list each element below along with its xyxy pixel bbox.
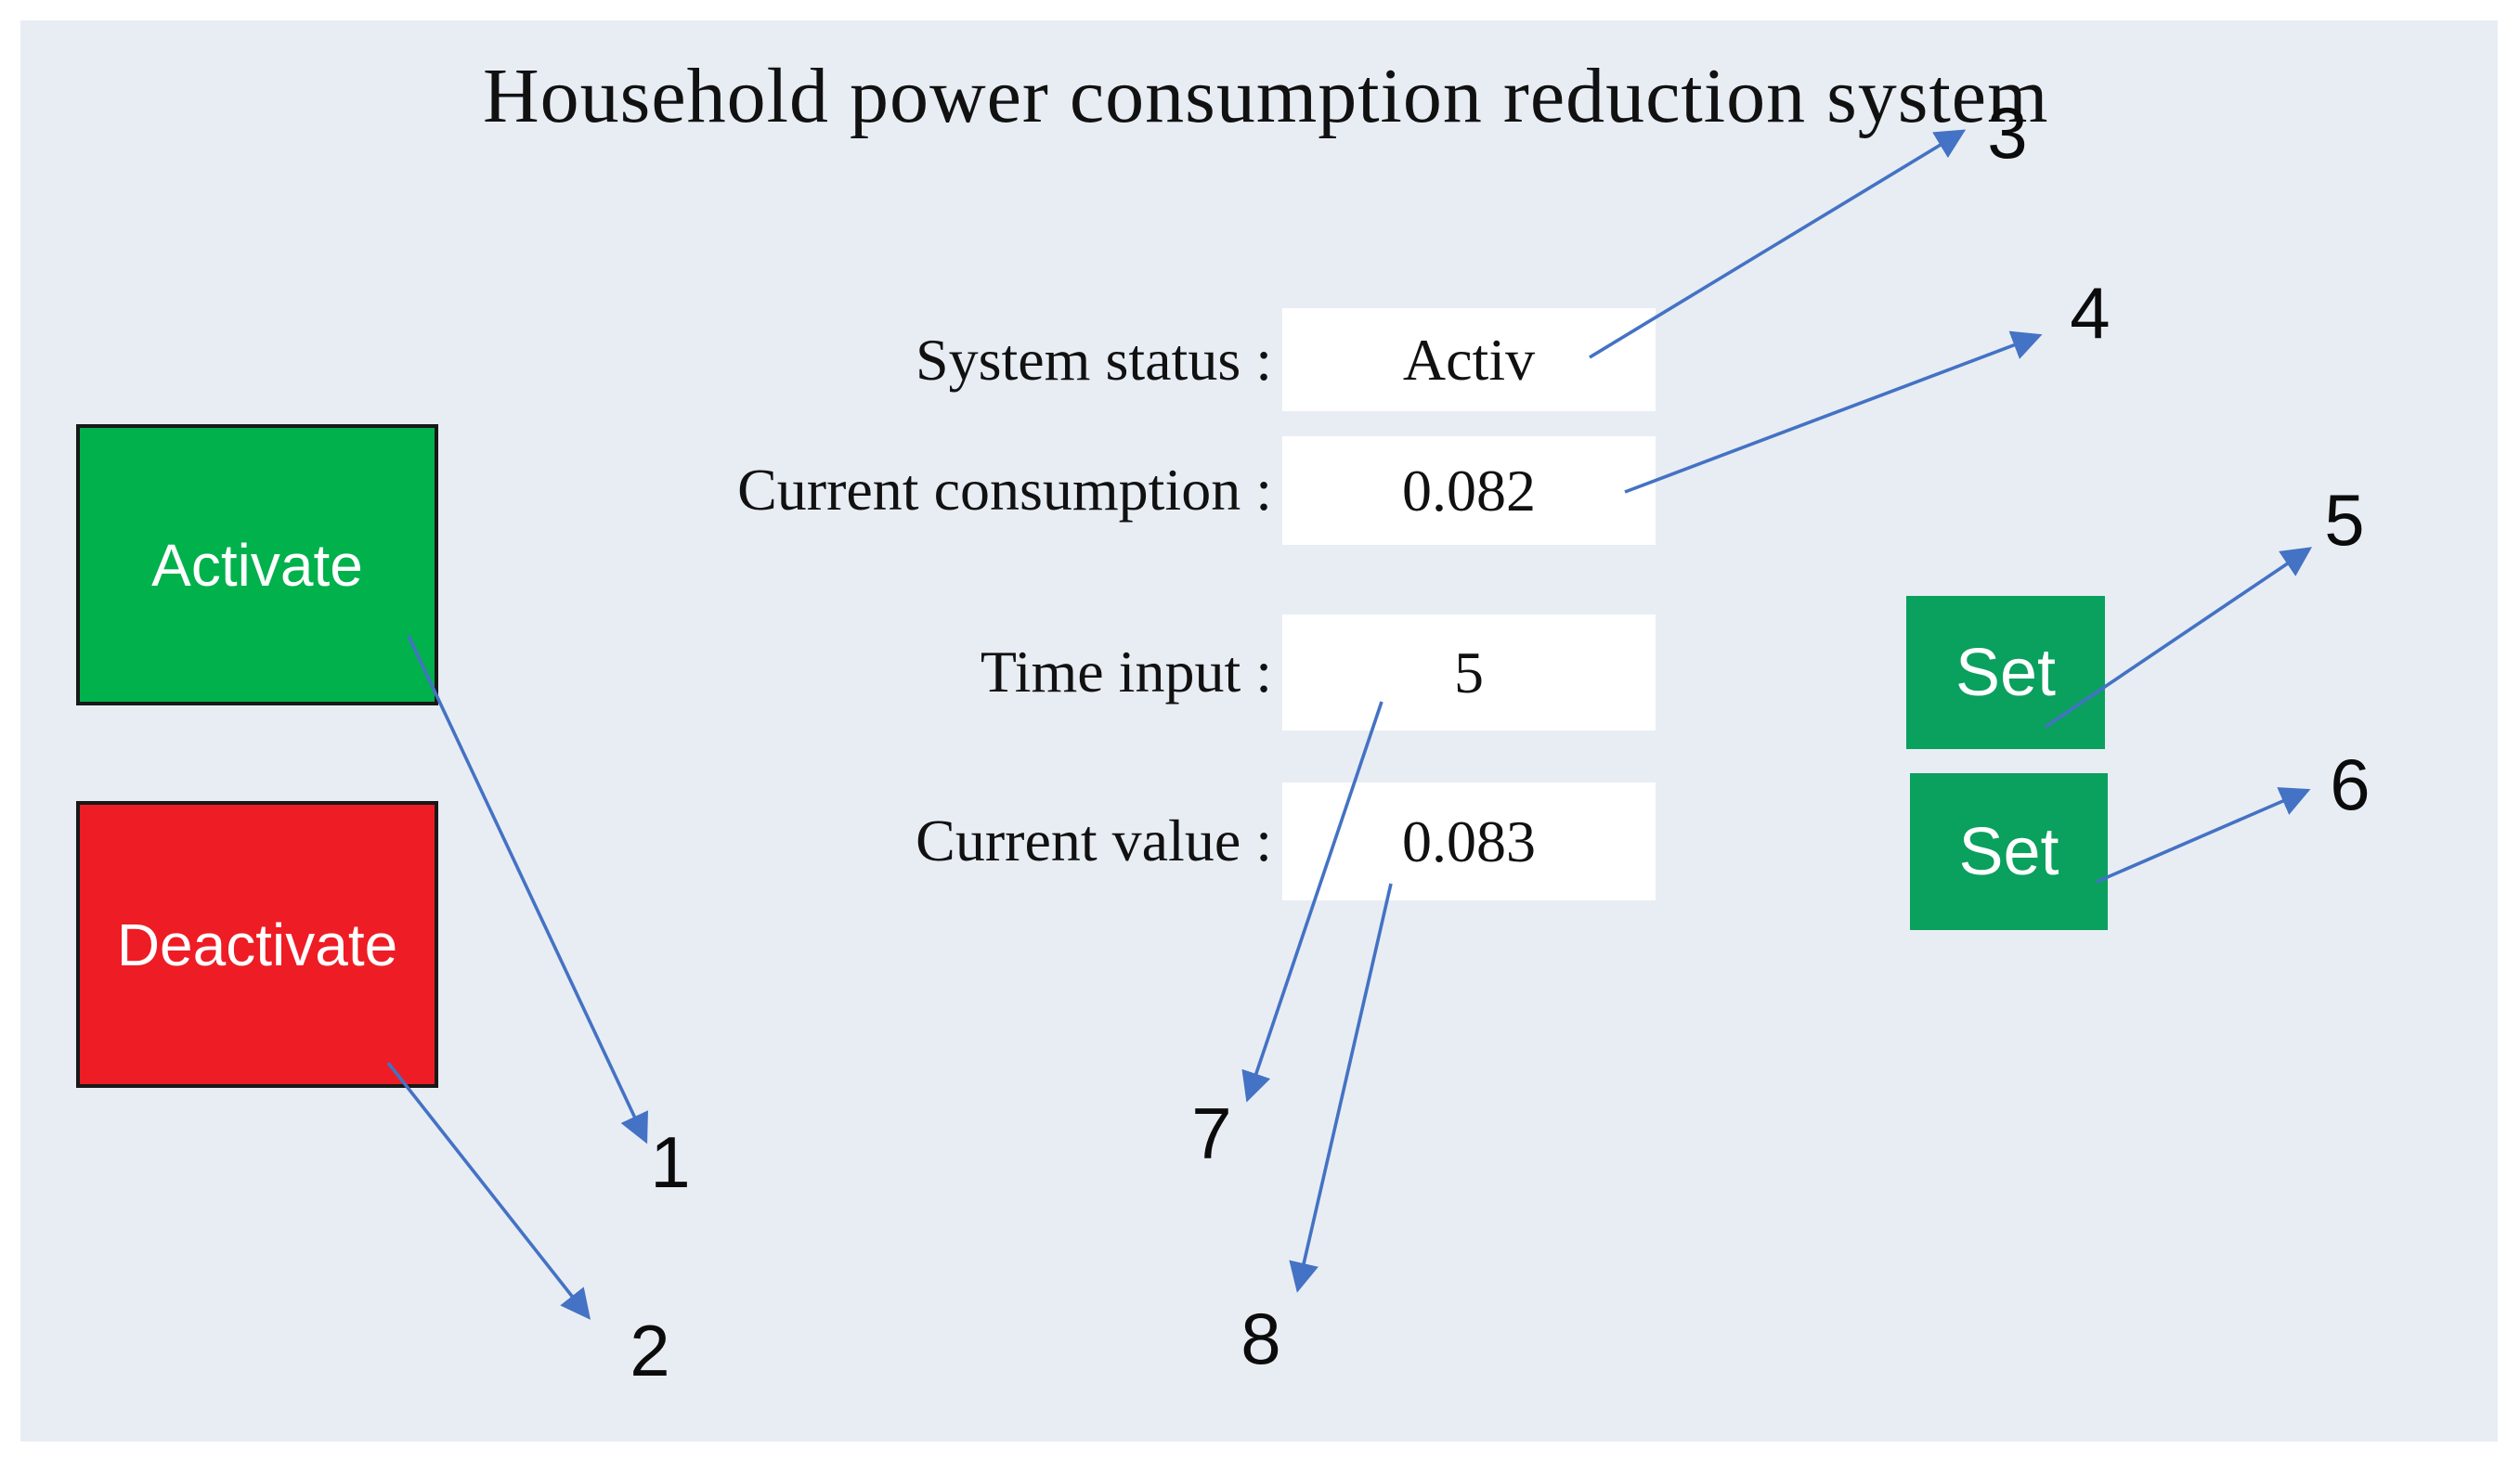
system-status-label: System status : xyxy=(915,327,1272,393)
callout-number-6: 6 xyxy=(2330,743,2371,825)
callout-number-5: 5 xyxy=(2324,479,2365,561)
app-panel xyxy=(20,20,2498,1442)
page-title: Household power consumption reduction sy… xyxy=(483,53,2049,139)
callout-number-2: 2 xyxy=(630,1310,670,1391)
time-input-field[interactable]: 5 xyxy=(1282,614,1656,731)
callout-number-3: 3 xyxy=(1987,92,2028,174)
callout-number-8: 8 xyxy=(1241,1298,1281,1379)
set-time-button[interactable]: Set xyxy=(1906,596,2105,749)
current-value-field: 0.083 xyxy=(1282,782,1656,900)
current-consumption-field: 0.082 xyxy=(1282,436,1656,545)
activate-button[interactable]: Activate xyxy=(76,424,438,705)
system-status-field: Activ xyxy=(1282,308,1656,411)
callout-number-7: 7 xyxy=(1191,1093,1232,1174)
deactivate-button[interactable]: Deactivate xyxy=(76,801,438,1088)
time-input-label: Time input : xyxy=(980,639,1272,705)
current-value-label: Current value : xyxy=(916,808,1272,873)
current-consumption-label: Current consumption : xyxy=(737,457,1272,523)
callout-number-1: 1 xyxy=(650,1121,691,1203)
callout-number-4: 4 xyxy=(2070,272,2111,354)
set-value-button[interactable]: Set xyxy=(1910,773,2108,930)
